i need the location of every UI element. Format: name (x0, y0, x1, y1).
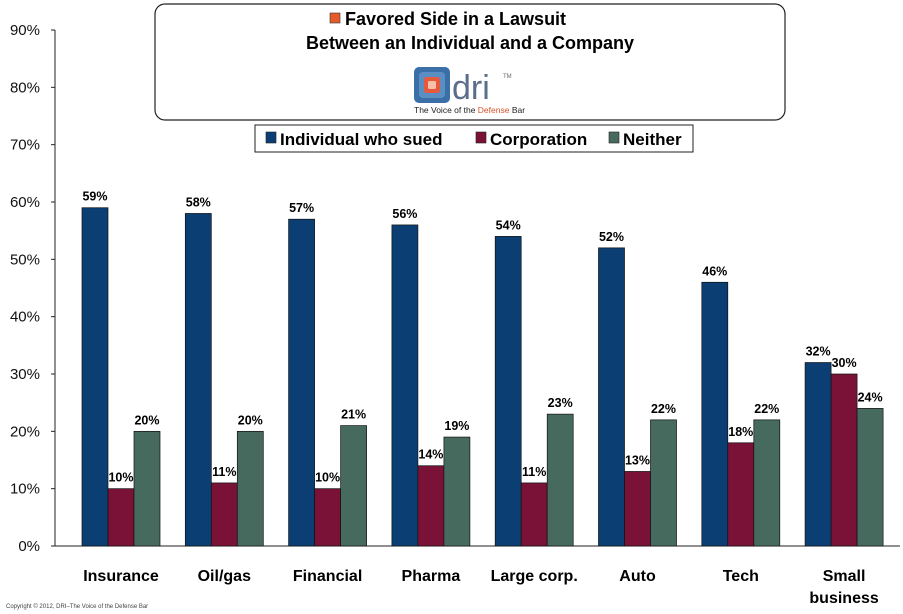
legend-label: Neither (623, 130, 682, 149)
dri-logo: dri TM The Voice of the Defense Bar (414, 67, 525, 115)
x-tick-label: Oil/gas (198, 568, 251, 585)
title-marker (329, 12, 341, 24)
bar-neither (443, 436, 471, 547)
data-label: 11% (212, 465, 236, 479)
title-frame (154, 3, 786, 121)
x-tick-label: Insurance (83, 568, 159, 585)
data-label: 22% (754, 402, 779, 416)
data-label: 52% (599, 230, 624, 244)
bar-neither (753, 419, 781, 547)
bar-individual-who-sued (494, 236, 522, 547)
x-tick-label: Small (823, 568, 866, 585)
data-label: 13% (625, 453, 650, 467)
logo-word: dri (452, 69, 490, 107)
x-axis-labels: Insurance Oil/gas Financial Pharma Large cor… (83, 568, 879, 607)
bar-corporation (830, 373, 858, 547)
data-label: 20% (238, 413, 263, 427)
y-tick-label: 70% (10, 137, 40, 154)
y-tick-label: 20% (10, 423, 40, 440)
data-label: 10% (315, 471, 340, 485)
y-tick-label: 40% (10, 309, 40, 326)
data-label: 18% (728, 425, 753, 439)
copyright-notice: Copyright © 2012, DRI–The Voice of the D… (6, 604, 149, 610)
data-label: 59% (82, 190, 107, 204)
data-label: 56% (392, 207, 417, 221)
bar-neither (133, 430, 161, 547)
bar-neither (546, 413, 574, 547)
data-label: 32% (806, 345, 831, 359)
logo-tagline: The Voice of the Defense Bar (414, 105, 525, 115)
bar-neither (856, 408, 884, 547)
chart-title-line2: Between an Individual and a Company (306, 33, 634, 53)
data-label: 11% (522, 465, 546, 479)
legend: Individual who sued Corporation Neither (254, 124, 694, 153)
data-labels: 59% 10% 20% 58% 11% 20% 57% 10% 21% 56% 14% 19% 54% 1… (82, 190, 882, 485)
bar-individual-who-sued (81, 207, 109, 547)
bar-neither (236, 430, 264, 547)
data-label: 14% (418, 448, 443, 462)
bar-individual-who-sued (701, 281, 729, 547)
y-tick-label: 0% (18, 538, 40, 555)
chart-title-line1: Favored Side in a Lawsuit (345, 9, 566, 29)
data-label: 24% (858, 390, 883, 404)
data-label: 57% (289, 201, 314, 215)
bar-corporation (107, 488, 135, 547)
y-tick-label: 60% (10, 194, 40, 211)
data-label: 10% (108, 471, 133, 485)
bars (81, 207, 884, 547)
bar-corporation (314, 488, 341, 547)
data-label: 54% (496, 218, 521, 232)
x-tick-label: Tech (723, 568, 759, 585)
data-label: 58% (186, 195, 211, 209)
bar-individual-who-sued (184, 213, 212, 547)
data-label: 46% (702, 264, 727, 278)
logo-tm: TM (503, 74, 512, 80)
x-tick-label: Auto (619, 568, 656, 585)
y-tick-label: 80% (10, 79, 40, 96)
y-tick-label: 90% (10, 22, 40, 39)
y-tick-label: 50% (10, 251, 40, 268)
legend-swatch (265, 131, 277, 144)
data-label: 19% (444, 419, 469, 433)
bar-corporation (210, 482, 238, 547)
bar-individual-who-sued (598, 247, 625, 547)
x-tick-label: business (809, 590, 878, 607)
bar-individual-who-sued (288, 218, 315, 547)
bar-individual-who-sued (804, 362, 832, 547)
legend-label: Corporation (490, 130, 587, 149)
bar-neither (340, 425, 367, 547)
bar-corporation (520, 482, 548, 547)
title-box: Favored Side in a Lawsuit Between an Ind… (154, 3, 786, 121)
data-label: 30% (832, 356, 857, 370)
legend-label: Individual who sued (280, 130, 442, 149)
x-tick-label: Financial (293, 568, 362, 585)
legend-swatch (475, 131, 487, 144)
bar-corporation (417, 465, 445, 547)
bar-corporation (727, 442, 755, 547)
data-label: 22% (651, 402, 676, 416)
data-label: 21% (341, 408, 366, 422)
legend-frame (254, 124, 694, 153)
legend-swatch (608, 131, 620, 144)
data-label: 23% (548, 396, 573, 410)
x-tick-label: Pharma (402, 568, 461, 585)
bar-individual-who-sued (391, 224, 419, 547)
y-tick-label: 10% (10, 481, 40, 498)
x-tick-label: Large corp. (491, 568, 578, 585)
y-tick-label: 30% (10, 366, 40, 383)
bar-corporation (624, 471, 651, 547)
data-label: 20% (134, 413, 159, 427)
bar-neither (650, 419, 677, 547)
